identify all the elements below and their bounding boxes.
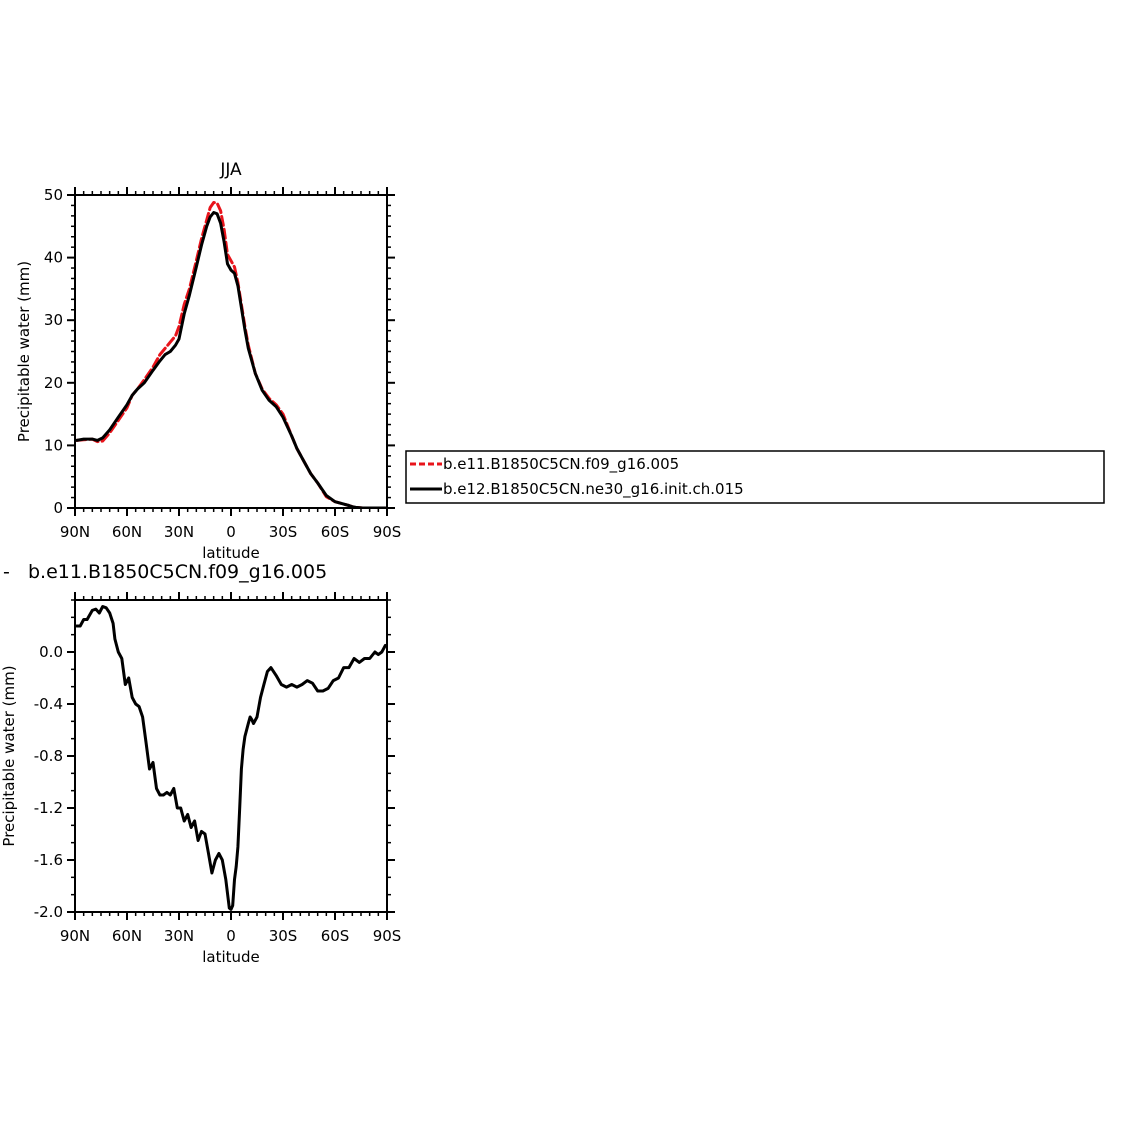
x-tick-label: 60N	[112, 523, 142, 541]
plot-frame	[74, 599, 388, 913]
series-line-1	[75, 605, 387, 911]
legend: b.e11.B1850C5CN.f09_g16.005 b.e12.B1850C5…	[405, 450, 1105, 504]
series-line-2	[75, 211, 387, 508]
chart-title: b.e11.B1850C5CN.f09_g16.005	[28, 561, 327, 583]
y-tick-label: -0.8	[34, 747, 63, 765]
x-tick-label: 90N	[60, 523, 90, 541]
x-tick-label: 0	[226, 927, 236, 945]
x-tick-label: 30N	[164, 927, 194, 945]
y-tick-label: 10	[44, 436, 63, 454]
legend-label-1: b.e11.B1850C5CN.f09_g16.005	[443, 455, 679, 474]
x-axis: 90N 60N 30N 0 30S 60S 90S	[60, 592, 401, 945]
x-axis-label: latitude	[202, 544, 260, 562]
y-tick-label: 20	[44, 374, 63, 392]
legend-label-2: b.e12.B1850C5CN.ne30_g16.init.ch.015	[443, 480, 744, 499]
y-axis: -2.0 -1.6 -1.2 -0.8 -0.4 0.0	[34, 599, 395, 921]
x-tick-label: 60S	[321, 523, 350, 541]
x-axis-label: latitude	[202, 948, 260, 966]
x-tick-label: 90S	[373, 523, 402, 541]
x-tick-label: 30S	[269, 523, 298, 541]
y-axis-label: Precipitable water (mm)	[0, 665, 18, 846]
x-tick-label: 90N	[60, 927, 90, 945]
x-tick-label: 60N	[112, 927, 142, 945]
y-tick-label: -2.0	[34, 903, 63, 921]
y-tick-label: 30	[44, 311, 63, 329]
x-tick-label: 30S	[269, 927, 298, 945]
plot-frame	[74, 194, 388, 509]
y-tick-label: 50	[44, 186, 63, 204]
chart-title-prefix: -	[3, 561, 10, 583]
y-tick-label: 0.0	[39, 643, 63, 661]
y-tick-label: -0.4	[34, 695, 63, 713]
legend-box	[405, 450, 1105, 504]
series-group	[75, 201, 387, 508]
x-tick-label: 90S	[373, 927, 402, 945]
x-tick-label: 30N	[164, 523, 194, 541]
x-tick-label: 60S	[321, 927, 350, 945]
y-tick-label: 40	[44, 249, 63, 267]
y-axis-label: Precipitable water (mm)	[15, 261, 33, 442]
chart-title: JJA	[219, 160, 242, 180]
series-line-1	[75, 201, 387, 508]
bottom-difference-chart: 90N 60N 30N 0 30S 60S 90S -2.0 -1.6 -1.2 -0.8 -0.4 0…	[0, 561, 401, 966]
x-tick-label: 0	[226, 523, 236, 541]
x-axis: 90N 60N 30N 0 30S 60S 90S	[60, 187, 401, 541]
series-group	[75, 605, 387, 911]
y-tick-label: -1.2	[34, 799, 63, 817]
top-line-chart: 90N 60N 30N 0 30S 60S 90S 0 10 20 30 40 50 latitude Pr…	[15, 160, 401, 562]
y-tick-label: -1.6	[34, 851, 63, 869]
y-axis: 0 10 20 30 40 50	[44, 186, 395, 517]
y-tick-label: 0	[53, 499, 63, 517]
